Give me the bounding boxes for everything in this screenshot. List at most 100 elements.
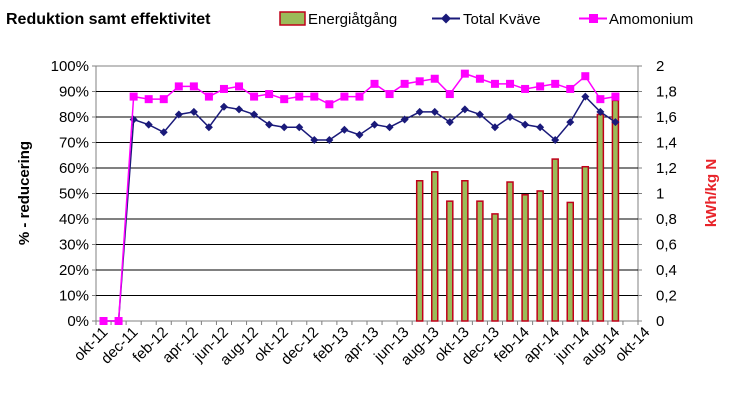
y-tick-label: 100%: [51, 58, 89, 75]
y2-tick-label: 0,2: [656, 288, 677, 305]
point-ammonium: [521, 84, 530, 93]
point-ammonium: [430, 74, 439, 83]
point-total-kvave: [475, 110, 484, 119]
point-ammonium: [506, 79, 515, 88]
point-total-kvave: [340, 125, 349, 134]
y2-tick-label: 0,8: [656, 211, 677, 228]
point-ammonium: [250, 92, 259, 101]
point-total-kvave: [189, 107, 198, 116]
y-tick-label: 50%: [59, 186, 89, 203]
point-ammonium: [475, 74, 484, 83]
point-ammonium: [611, 92, 620, 101]
y2-tick-label: 2: [656, 58, 664, 75]
point-total-kvave: [415, 107, 424, 116]
point-ammonium: [445, 90, 454, 99]
point-ammonium: [551, 79, 560, 88]
point-total-kvave: [506, 113, 515, 121]
point-ammonium: [325, 100, 334, 109]
point-total-kvave: [460, 105, 469, 114]
point-total-kvave: [250, 110, 259, 119]
y2-tick-label: 1: [656, 186, 664, 203]
point-total-kvave: [174, 110, 183, 119]
point-ammonium: [460, 69, 469, 78]
point-ammonium: [415, 77, 424, 86]
point-ammonium: [355, 92, 364, 101]
y2-tick-label: 0,4: [656, 262, 677, 279]
bar-energiatgang: [461, 180, 469, 322]
point-ammonium: [385, 90, 394, 99]
bar-energiatgang: [446, 200, 454, 322]
point-total-kvave: [325, 135, 334, 144]
point-ammonium: [370, 79, 379, 88]
bar-energiatgang: [431, 171, 439, 322]
legend-label-kvave: Total Kväve: [463, 11, 541, 28]
bar-energiatgang: [611, 99, 620, 322]
y2-tick-label: 1,4: [656, 135, 677, 152]
point-total-kvave: [280, 123, 289, 132]
point-total-kvave: [144, 120, 153, 129]
legend-marker-ammonium: [589, 14, 598, 23]
point-ammonium: [189, 82, 198, 91]
point-ammonium: [596, 95, 605, 104]
y-axis-ticks: 0% 10% 20% 30% 40% 50% 60% 70% 80% 90% 100%: [51, 58, 96, 330]
bar-energiatgang: [521, 194, 529, 322]
point-total-kvave: [370, 120, 379, 129]
bar-energiatgang: [551, 158, 559, 322]
bar-energiatgang: [476, 200, 484, 322]
point-ammonium: [295, 92, 304, 101]
x-tick-label: okt-14: [612, 324, 654, 366]
point-ammonium: [566, 84, 575, 93]
point-ammonium: [174, 82, 183, 91]
point-ammonium: [114, 317, 123, 325]
point-total-kvave: [400, 115, 409, 124]
point-ammonium: [265, 90, 274, 99]
bars-energiatgang: [415, 99, 620, 322]
y2-tick-label: 1,6: [656, 109, 677, 126]
bar-energiatgang: [491, 213, 499, 322]
point-ammonium: [159, 95, 168, 104]
point-total-kvave: [295, 123, 304, 132]
y-tick-label: 70%: [59, 135, 89, 152]
y2-tick-label: 1,8: [656, 84, 677, 101]
legend-label-energi: Energiåtgång: [308, 11, 397, 28]
gridlines: [96, 91, 638, 296]
y-tick-label: 60%: [59, 160, 89, 177]
bar-energiatgang: [536, 190, 544, 322]
point-total-kvave: [235, 105, 244, 114]
bar-energiatgang: [596, 113, 605, 322]
point-total-kvave: [521, 120, 530, 129]
point-ammonium: [235, 82, 244, 91]
point-total-kvave: [490, 123, 499, 132]
legend-marker-kvave: [441, 13, 451, 24]
series-lines: [99, 69, 620, 325]
point-total-kvave: [566, 118, 575, 127]
point-total-kvave: [385, 123, 394, 132]
y2-tick-label: 1,2: [656, 160, 677, 177]
y2-tick-label: 0,6: [656, 237, 677, 254]
point-ammonium: [280, 95, 289, 104]
y2-axis-label: kWh/kg N: [703, 159, 720, 227]
point-ammonium: [536, 82, 545, 91]
legend-label-ammonium: Amomonium: [609, 11, 693, 28]
y-tick-label: 10%: [59, 288, 89, 305]
point-total-kvave: [536, 123, 545, 132]
chart-title: Reduktion samt effektivitet: [6, 11, 211, 28]
point-total-kvave: [159, 128, 168, 137]
legend-swatch-energi: [279, 11, 306, 26]
bar-energiatgang: [566, 201, 574, 322]
point-total-kvave: [204, 123, 213, 132]
y-axis-label: % - reducering: [16, 141, 33, 245]
point-total-kvave: [596, 107, 605, 116]
point-ammonium: [400, 79, 409, 88]
point-ammonium: [581, 72, 590, 81]
point-total-kvave: [581, 92, 590, 101]
y-tick-label: 20%: [59, 262, 89, 279]
point-ammonium: [490, 79, 499, 88]
point-total-kvave: [219, 102, 228, 111]
y2-tick-label: 0: [656, 313, 664, 330]
y-tick-label: 80%: [59, 109, 89, 126]
point-total-kvave: [611, 118, 620, 127]
point-ammonium: [219, 84, 228, 93]
point-ammonium: [144, 95, 153, 104]
